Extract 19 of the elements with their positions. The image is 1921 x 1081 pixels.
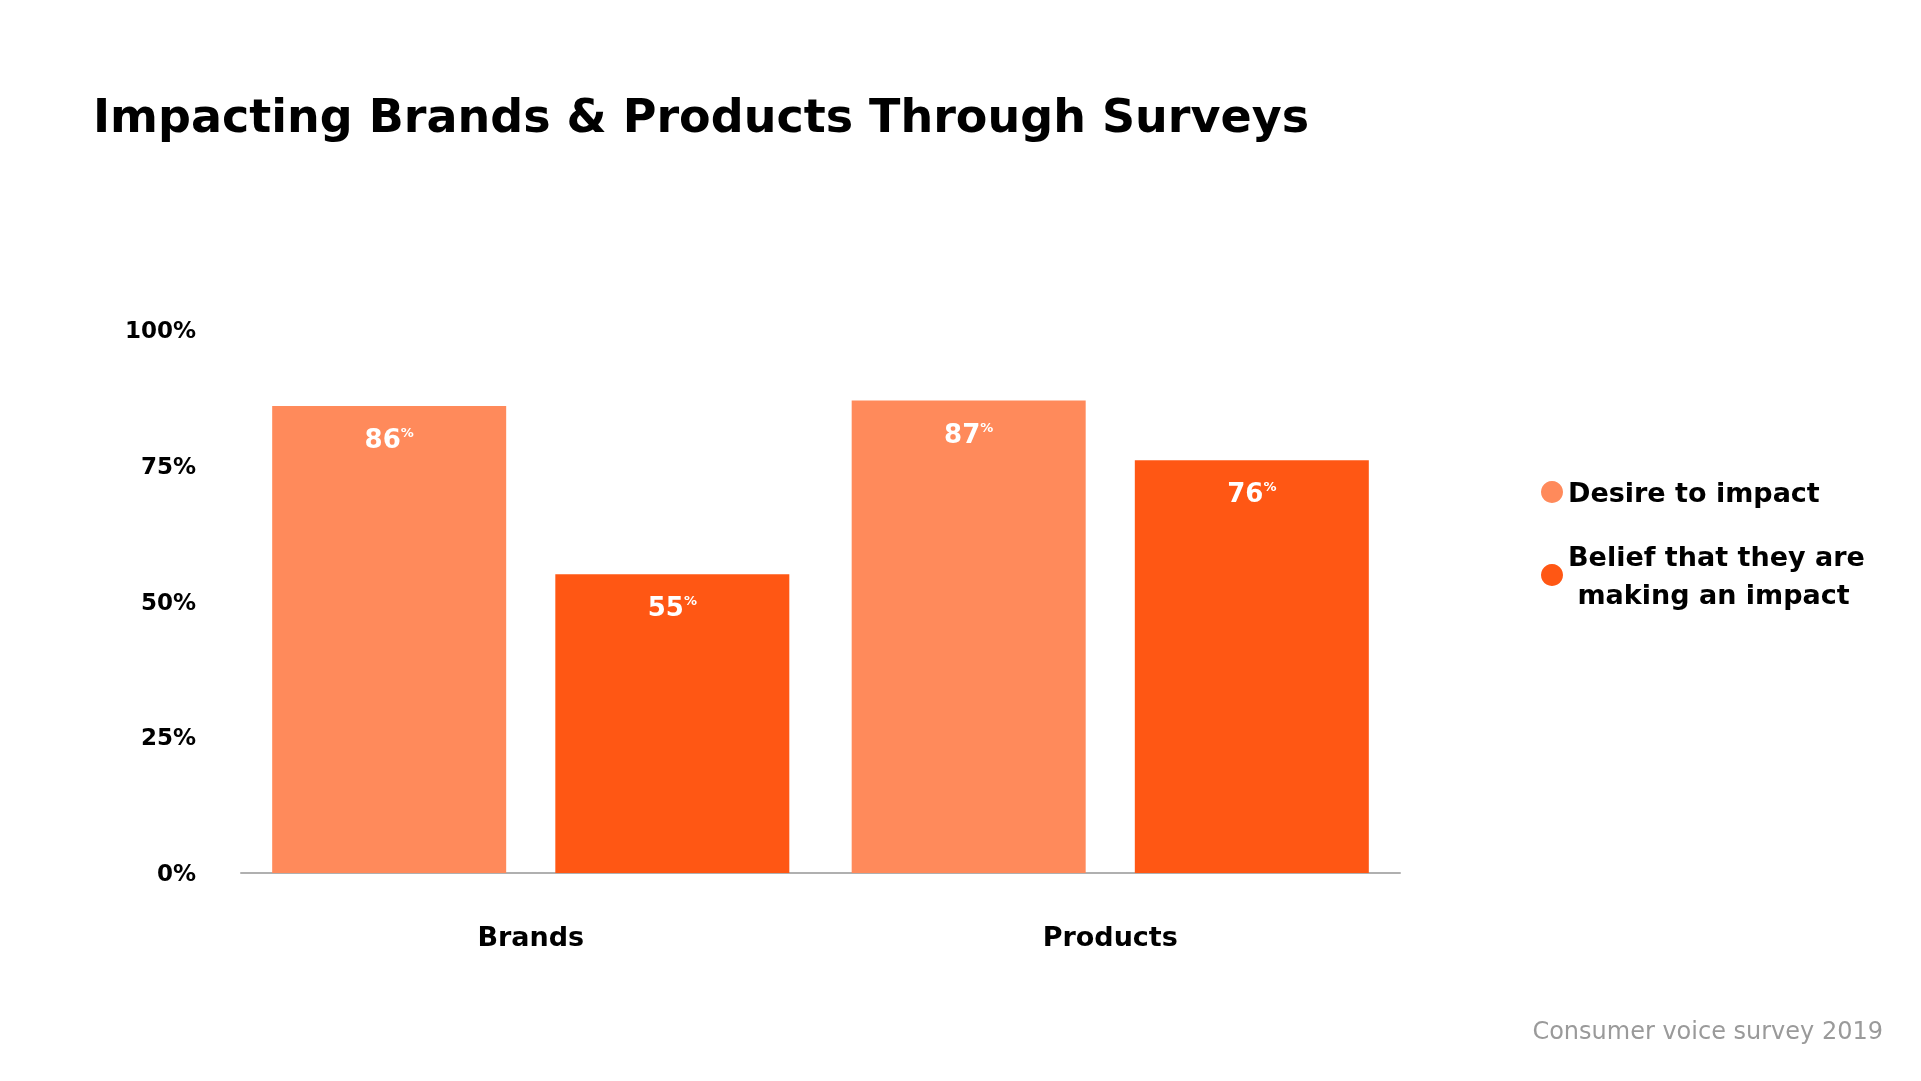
chart-title: Impacting Brands & Products Through Surveys <box>93 89 1310 143</box>
data-label: 86% <box>364 424 414 455</box>
y-tick-label: 0% <box>156 860 196 886</box>
bar <box>851 400 1086 873</box>
bar <box>1134 460 1369 873</box>
y-tick-label: 100% <box>124 317 196 343</box>
text: Consumer voice survey 2019 <box>1532 1017 1884 1045</box>
x-tick-label: Products <box>1042 921 1178 952</box>
data-label: 55% <box>647 592 697 623</box>
legend-label: Desire to impact <box>1568 476 1820 508</box>
y-tick-label: 25% <box>140 724 196 751</box>
x-tick-label: Brands <box>477 921 585 952</box>
data-label: 87% <box>944 418 994 449</box>
y-tick-label: 75% <box>140 452 196 479</box>
data-label: 76% <box>1227 478 1277 509</box>
y-tick-label: 50% <box>140 588 196 615</box>
bar <box>272 406 507 873</box>
legend-label: Belief that they are making an impact <box>1568 540 1865 610</box>
bar <box>555 574 790 873</box>
